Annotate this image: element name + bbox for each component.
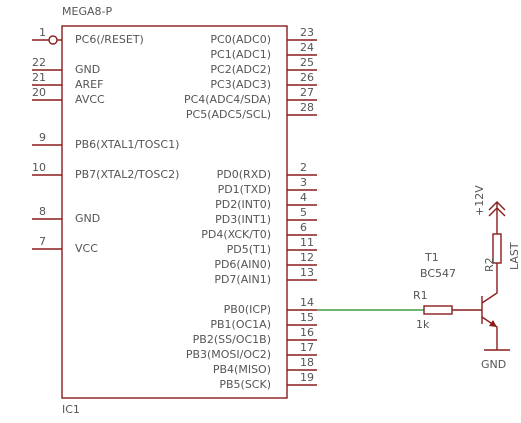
emitter-arrow [489,320,497,327]
pin-number: 28 [300,101,314,114]
pin-label: PD1(TXD) [218,183,271,196]
pin-number: 17 [300,341,314,354]
pin-label: PD3(INT1) [215,213,271,226]
pin-label: AVCC [75,93,105,106]
pin-label: AREF [75,78,103,91]
pin-number: 11 [300,236,314,249]
r1-value: 1k [416,318,430,331]
pin-label: PD6(AIN0) [214,258,271,271]
pin-inverter [48,35,58,45]
supply-label: +12V [473,185,486,216]
pin-number: 16 [300,326,314,339]
pin-number: 15 [300,311,314,324]
pin-label: PC2(ADC2) [210,63,271,76]
ic-ref: IC1 [62,403,80,416]
pin-label: PD5(T1) [227,243,271,256]
pin-number: 1 [39,26,46,39]
pin-label: PC1(ADC1) [210,48,271,61]
pin-label: PC5(ADC5/SCL) [186,108,271,121]
pin-number: 3 [300,176,307,189]
pin-number: 6 [300,221,307,234]
pin-number: 14 [300,296,314,309]
pin-number: 27 [300,86,314,99]
pin-label: VCC [75,242,98,255]
r1-name: R1 [413,289,428,302]
pin-number: 21 [32,71,46,84]
t1-value: BC547 [420,267,456,280]
pin-number: 5 [300,206,307,219]
pin-label: PD4(XCK/T0) [201,228,271,241]
transistor-emitter [481,316,498,350]
pin-number: 25 [300,56,314,69]
pin-label: PD7(AIN1) [214,273,271,286]
pin-number: 20 [32,86,46,99]
supply-arrow [488,201,506,211]
pin-number: 10 [32,161,46,174]
r2-value: LAST [508,242,521,270]
pin-number: 4 [300,191,307,204]
pin-label: PC0(ADC0) [210,33,271,46]
pin-label: PB3(MOSI/OC2) [186,348,271,361]
pin-label: GND [75,63,100,76]
transistor-collector [481,263,498,304]
pin-number: 24 [300,41,314,54]
resistor-r1 [423,305,453,315]
pin-number: 19 [300,371,314,384]
pin-label: PC6(/RESET) [75,33,144,46]
pin-label: PD0(RXD) [217,168,271,181]
pin-number: 9 [39,131,46,144]
pin-label: PB4(MISO) [213,363,271,376]
pin-label: PC4(ADC4/SDA) [184,93,271,106]
pin-number: 22 [32,56,46,69]
pin-number: 23 [300,26,314,39]
pin-number: 18 [300,356,314,369]
ic-body [61,25,288,399]
pin-label: PB2(SS/OC1B) [193,333,271,346]
ground-label: GND [481,358,506,371]
pin-number: 13 [300,266,314,279]
pin-number: 7 [39,235,46,248]
pin-label: PB1(OC1A) [210,318,271,331]
pin-label: PB5(SCK) [219,378,271,391]
pin-number: 26 [300,71,314,84]
ic-title: MEGA8-P [62,5,112,18]
pin-number: 12 [300,251,314,264]
t1-name: T1 [424,251,439,264]
pin-label: PC3(ADC3) [210,78,271,91]
pin-label: PD2(INT0) [215,198,271,211]
pin-label: PB0(ICP) [224,303,271,316]
pin-label: GND [75,212,100,225]
pin-number: 2 [300,161,307,174]
pin-label: PB7(XTAL2/TOSC2) [75,168,179,181]
r2-name: R2 [483,257,496,272]
supply-arrow [488,207,506,217]
pin-label: PB6(XTAL1/TOSC1) [75,138,179,151]
pin-number: 8 [39,205,46,218]
